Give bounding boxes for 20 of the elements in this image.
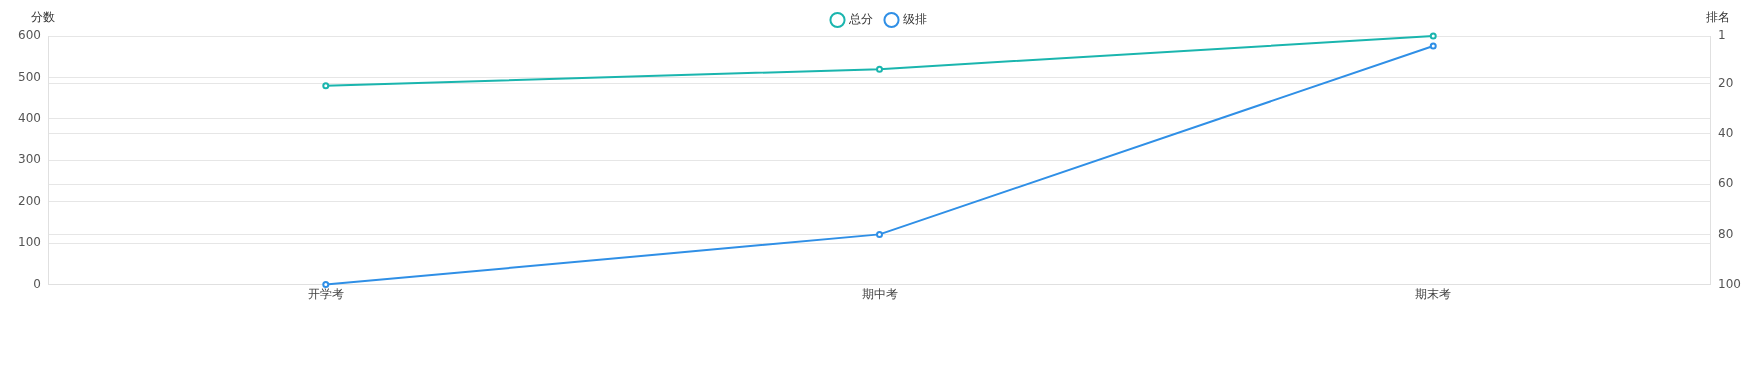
x-tick-label: 期中考: [861, 286, 898, 301]
y-tick-label: 500: [18, 69, 41, 84]
y-tick-label: 300: [18, 152, 41, 167]
y2-axis-title: 排名: [1706, 10, 1731, 25]
y-tick-label: 0: [33, 276, 41, 291]
x-tick-label: 开学考: [307, 286, 344, 301]
y2-tick-label: 100: [1718, 276, 1741, 291]
y2-tick-label: 40: [1718, 126, 1734, 141]
y-tick-label: 100: [18, 235, 41, 250]
y-tick-label: 400: [18, 110, 41, 125]
y2-tick-label: 80: [1718, 226, 1734, 241]
y-tick-label: 200: [18, 193, 41, 208]
y2-tick-label: 20: [1718, 75, 1734, 90]
y2-tick-label: 1: [1718, 28, 1726, 43]
x-tick-label: 期末考: [1415, 286, 1452, 301]
y-axis-title: 分数: [30, 10, 55, 25]
legend-label: 级排: [902, 12, 927, 27]
legend-label: 总分: [847, 12, 873, 27]
y2-tick-label: 60: [1718, 176, 1734, 191]
y-tick-label: 600: [18, 28, 41, 43]
